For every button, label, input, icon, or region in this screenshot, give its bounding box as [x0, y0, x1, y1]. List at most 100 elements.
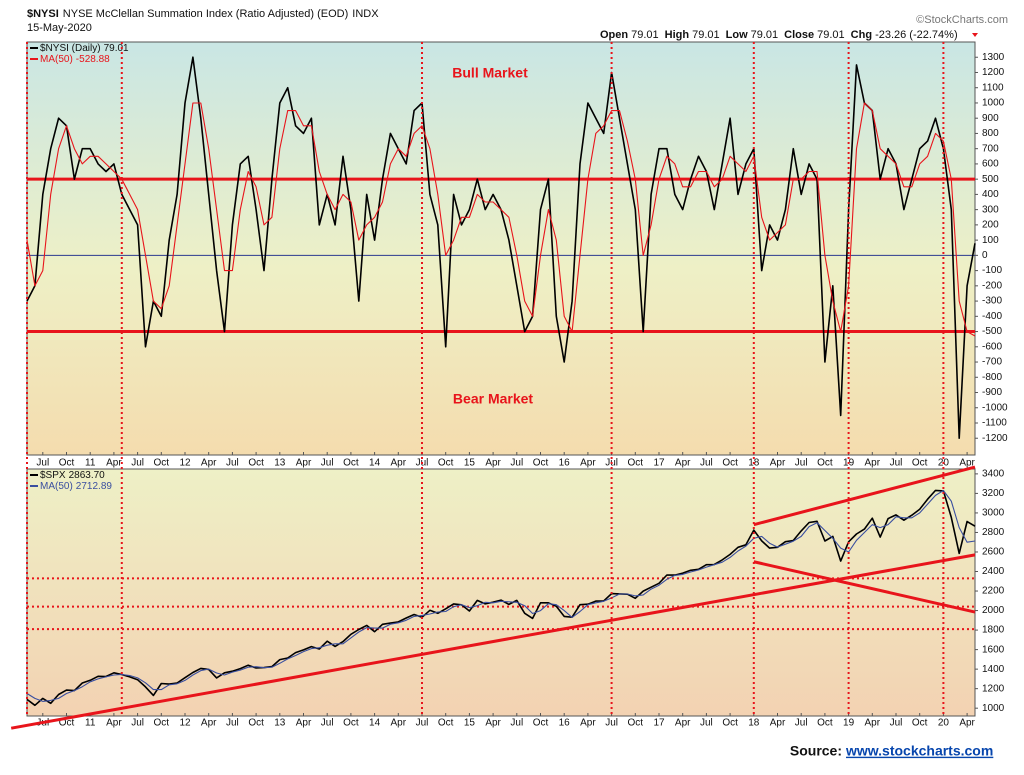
- x-tick-label: Oct: [628, 718, 644, 729]
- x-tick-label: 16: [559, 458, 571, 469]
- x-tick-label: Oct: [154, 718, 170, 729]
- x-tick-label: Jul: [700, 458, 713, 469]
- y-tick-label: -800: [982, 372, 1002, 383]
- legend-entry: $NYSI (Daily) 79.01: [40, 43, 129, 54]
- x-tick-label: Oct: [438, 718, 454, 729]
- y-tick-label: -500: [982, 326, 1002, 337]
- source-link[interactable]: www.stockcharts.com: [845, 743, 993, 759]
- x-tick-label: Jul: [131, 458, 144, 469]
- x-tick-label: Apr: [391, 458, 407, 469]
- y-tick-label: 1800: [982, 625, 1005, 636]
- plot-area-bottom: [26, 468, 976, 717]
- y-tick-label: 100: [982, 235, 999, 246]
- chart-header: $NYSI NYSE McClellan Summation Index (Rat…: [27, 8, 379, 20]
- y-tick-label: 2600: [982, 547, 1005, 558]
- x-tick-label: 18: [748, 718, 760, 729]
- x-tick-label: Oct: [154, 458, 170, 469]
- legend-entry: $SPX 2863.70: [40, 470, 105, 481]
- x-tick-label: Oct: [533, 718, 549, 729]
- annotation: Bull Market: [452, 65, 528, 81]
- x-tick-label: Jul: [321, 458, 334, 469]
- x-tick-label: Jul: [795, 718, 808, 729]
- y-tick-label: 1300: [982, 52, 1005, 63]
- y-tick-label: -300: [982, 296, 1002, 307]
- quote-value: 79.01: [631, 29, 659, 41]
- trend-line: [10, 553, 976, 730]
- y-tick-label: 0: [982, 250, 988, 261]
- x-tick-label: Oct: [343, 718, 359, 729]
- legend-name: MA(50): [40, 54, 73, 65]
- x-tick-label: Apr: [770, 718, 786, 729]
- quote-label: High: [665, 29, 690, 41]
- y-tick-label: 1200: [982, 683, 1005, 694]
- x-tick-label: 15: [464, 718, 476, 729]
- x-tick-label: Jul: [226, 458, 239, 469]
- x-tick-label: 12: [179, 718, 191, 729]
- date: 15-May-2020: [27, 22, 92, 34]
- y-tick-label: -400: [982, 311, 1002, 322]
- y-tick-label: 3400: [982, 469, 1005, 480]
- x-tick-label: Jul: [321, 718, 334, 729]
- trend-line: [753, 560, 976, 614]
- x-tick-label: Oct: [628, 458, 644, 469]
- y-tick-label: 1000: [982, 98, 1005, 109]
- x-tick-label: Apr: [106, 458, 122, 469]
- chart-title: NYSE McClellan Summation Index (Ratio Ad…: [63, 8, 349, 20]
- y-tick-label: 1100: [982, 82, 1004, 93]
- y-tick-label: 400: [982, 189, 999, 200]
- y-tick-label: -700: [982, 357, 1002, 368]
- x-tick-label: Apr: [485, 718, 501, 729]
- x-tick-label: Oct: [59, 718, 75, 729]
- x-tick-label: Oct: [533, 458, 549, 469]
- legend-name: $NYSI (Daily): [40, 43, 101, 54]
- x-tick-label: Apr: [580, 718, 596, 729]
- quote-value: 79.01: [817, 29, 845, 41]
- quote-label: Open: [600, 29, 628, 41]
- y-tick-label: 500: [982, 174, 999, 185]
- annotation: Bear Market: [453, 391, 533, 407]
- x-tick-label: Apr: [959, 458, 975, 469]
- x-tick-label: Jul: [795, 458, 808, 469]
- quote-label: Chg: [851, 29, 872, 41]
- y-tick-label: 1400: [982, 664, 1005, 675]
- source-label: Source:: [790, 743, 842, 759]
- x-tick-label: Jul: [700, 718, 713, 729]
- y-tick-label: 700: [982, 143, 999, 154]
- series-line: [26, 102, 976, 337]
- y-tick-label: 2800: [982, 527, 1005, 538]
- x-tick-label: Jul: [510, 718, 523, 729]
- legend-value: -528.88: [76, 54, 110, 65]
- x-tick-label: 16: [559, 718, 571, 729]
- x-tick-label: Jul: [890, 718, 903, 729]
- y-tick-label: 3200: [982, 488, 1005, 499]
- source-link-wrap[interactable]: www.stockcharts.com: [845, 743, 993, 759]
- legend-name: MA(50): [40, 481, 73, 492]
- legend-value: 2712.89: [76, 481, 113, 492]
- x-tick-label: Jul: [131, 718, 144, 729]
- x-tick-label: 17: [653, 458, 665, 469]
- x-tick-label: Oct: [817, 458, 833, 469]
- quote-value: 79.01: [692, 29, 720, 41]
- x-tick-label: Oct: [912, 718, 928, 729]
- y-tick-label: 2400: [982, 566, 1005, 577]
- quote-value: 79.01: [751, 29, 779, 41]
- x-tick-label: Jul: [36, 458, 49, 469]
- x-tick-label: Apr: [865, 458, 881, 469]
- x-tick-label: Jul: [226, 718, 239, 729]
- y-tick-label: 1200: [982, 67, 1005, 78]
- y-tick-label: 800: [982, 128, 999, 139]
- y-tick-label: -1100: [982, 418, 1007, 429]
- x-tick-label: Jul: [416, 718, 429, 729]
- x-tick-label: Apr: [296, 718, 312, 729]
- x-tick-label: 13: [274, 718, 286, 729]
- x-tick-label: 20: [938, 718, 950, 729]
- y-tick-label: -600: [982, 341, 1002, 352]
- y-tick-label: 300: [982, 204, 999, 215]
- y-tick-label: -1200: [982, 433, 1008, 444]
- x-tick-label: Apr: [106, 718, 122, 729]
- x-tick-label: 19: [843, 718, 855, 729]
- x-tick-label: 15: [464, 458, 476, 469]
- legend-entry: MA(50) 2712.89: [40, 481, 112, 492]
- x-tick-label: Apr: [485, 458, 501, 469]
